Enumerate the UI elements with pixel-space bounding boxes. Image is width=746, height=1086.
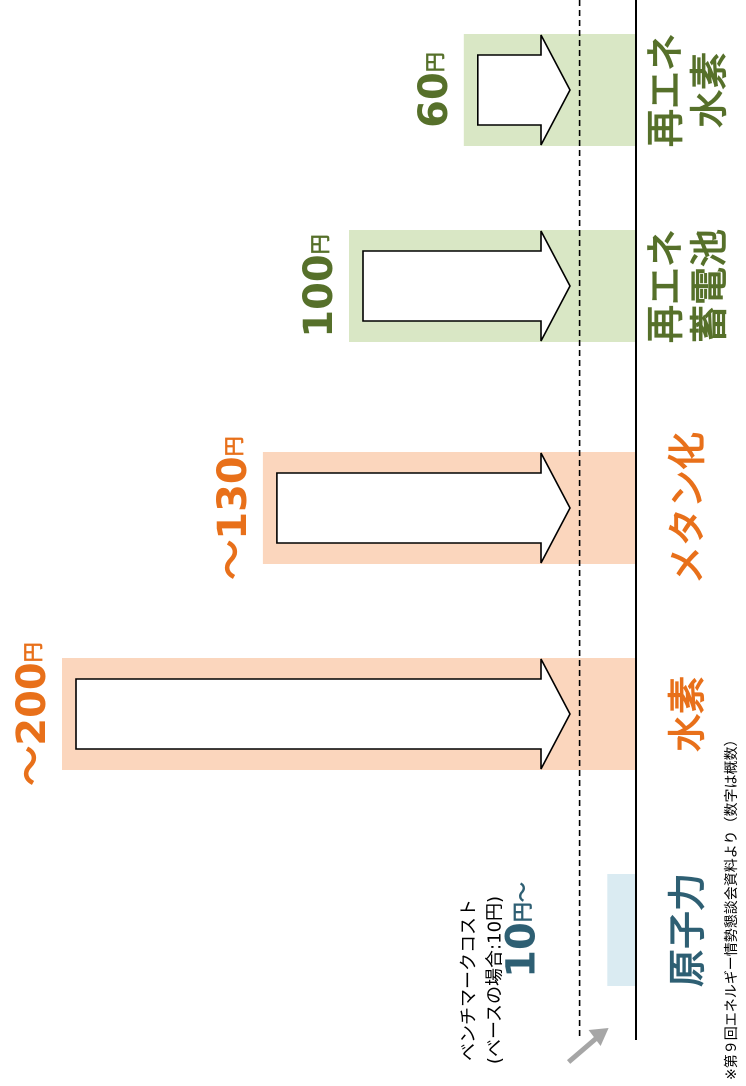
arrow-1 bbox=[75, 658, 571, 770]
value-label-0: 10円～ bbox=[498, 882, 544, 978]
benchmark-label-line2: (ベースの場合:10円) bbox=[485, 896, 506, 1064]
value-number-1: 200 bbox=[9, 662, 55, 746]
value-number-4: 60 bbox=[411, 72, 457, 128]
category-label-4-0: 再エネ bbox=[644, 33, 688, 147]
value-label-4: 60円 bbox=[411, 52, 457, 128]
value-unit-2: 円 bbox=[221, 436, 245, 456]
arrow-3 bbox=[362, 230, 571, 342]
category-label-4-1: 水素 bbox=[688, 52, 732, 128]
value-unit-4: 円 bbox=[422, 52, 446, 72]
value-unit-1: 円 bbox=[21, 642, 45, 662]
value-number-2: 130 bbox=[210, 456, 256, 540]
benchmark-label-line1: ベンチマークコスト bbox=[459, 899, 480, 1061]
benchmark-pointer-shaft bbox=[566, 1036, 599, 1064]
value-label-1: ～200円 bbox=[9, 642, 55, 786]
value-prefix-1: ～ bbox=[9, 746, 55, 786]
bar-0 bbox=[607, 874, 636, 986]
value-unit-3: 円 bbox=[308, 234, 332, 254]
value-label-2: ～130円 bbox=[210, 436, 256, 580]
category-label-3-0: 再エネ bbox=[644, 229, 688, 343]
category-label-2-0: メタン化 bbox=[666, 432, 710, 584]
arrows-layer bbox=[75, 34, 571, 770]
category-label-3-1: 蓄電池 bbox=[688, 229, 732, 343]
value-number-3: 100 bbox=[296, 254, 342, 338]
value-label-3: 100円 bbox=[296, 234, 342, 338]
category-label-0-0: 原子力 bbox=[666, 873, 710, 987]
footnote: ※第９回エネルギー情勢懇談会資料より（数字は概数） bbox=[723, 733, 740, 1080]
value-unit-0: 円～ bbox=[510, 882, 534, 922]
benchmark-pointer-head bbox=[588, 1028, 609, 1046]
category-label-1-0: 水素 bbox=[666, 676, 710, 752]
lines-layer bbox=[566, 0, 637, 1064]
value-number-0: 10 bbox=[498, 922, 544, 978]
arrow-2 bbox=[276, 452, 571, 564]
arrow-4 bbox=[476, 34, 571, 146]
value-prefix-2: ～ bbox=[210, 540, 256, 580]
